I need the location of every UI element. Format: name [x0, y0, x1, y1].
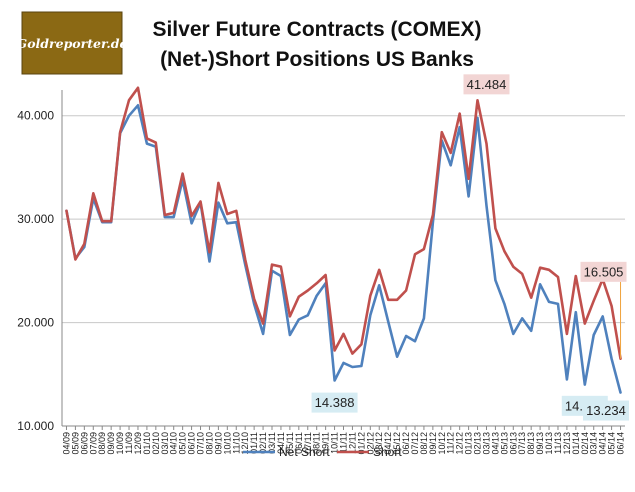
x-tick-label: 11/10	[231, 432, 241, 454]
chart-subtitle: (Net-)Short Positions US Banks	[160, 48, 474, 71]
y-tick-label: 30.000	[17, 212, 54, 226]
x-tick-label: 05/11	[285, 432, 295, 454]
annotation-box-16-505	[580, 261, 627, 282]
x-tick-label: 06/11	[294, 432, 304, 454]
x-tick-label: 09/13	[535, 432, 545, 455]
y-tick-label: 10.000	[17, 419, 54, 433]
x-tick-label: 06/14	[616, 432, 626, 455]
x-tick-label: 10/13	[544, 432, 554, 455]
y-tick-label: 20.000	[17, 316, 54, 330]
legend: Net Short Short	[243, 445, 402, 459]
x-tick-label: 01/11	[249, 432, 259, 454]
x-tick-label: 10/11	[330, 432, 340, 454]
series-line-short	[65, 86, 622, 361]
x-tick-label: 07/10	[196, 432, 206, 455]
x-tick-label: 03/12	[374, 432, 384, 455]
x-tick-label: 08/11	[312, 432, 322, 454]
x-tick-label: 01/13	[464, 432, 474, 455]
x-tick-label: 09/11	[321, 432, 331, 454]
annotation-label-16-505: 16.505	[584, 264, 624, 279]
x-tick-label: 07/12	[410, 432, 420, 455]
x-tick-label: 02/10	[151, 432, 161, 455]
x-tick-label: 10/10	[222, 432, 232, 455]
x-tick-label: 12/12	[455, 432, 465, 455]
x-tick-label: 03/13	[481, 432, 491, 455]
y-axis-ticks: 10.000 20.000 30.000 40.000	[17, 109, 54, 433]
annotation-box-41-484	[463, 74, 510, 95]
series-lines	[65, 86, 622, 394]
x-tick-label: 12/09	[133, 432, 143, 455]
x-tick-label: 02/13	[473, 432, 483, 455]
x-tick-label: 03/11	[267, 432, 277, 454]
x-tick-label: 12/10	[240, 432, 250, 455]
x-tick-label: 06/12	[401, 432, 411, 455]
x-tick-label: 05/10	[178, 432, 188, 455]
x-tick-label: 10/09	[115, 432, 125, 455]
x-tick-label: 05/12	[392, 432, 402, 455]
x-tick-label: 05/09	[70, 432, 80, 455]
x-tick-label: 01/10	[142, 432, 152, 455]
x-tick-label: 02/12	[365, 432, 375, 455]
x-tick-label: 11/12	[446, 432, 456, 454]
legend-label-short: Short	[373, 445, 402, 459]
logo-background	[21, 11, 123, 75]
x-tick-label: 12/11	[347, 432, 357, 454]
x-tick-label: 01/14	[571, 432, 581, 455]
x-tick-label: 07/09	[88, 432, 98, 455]
annotation-label-41-484: 41.484	[467, 77, 507, 92]
annotation-label-14-388: 14.388	[315, 395, 355, 410]
x-tick-label: 05/13	[499, 432, 509, 455]
x-tick-label: 04/09	[61, 432, 71, 455]
x-tick-label: 01/12	[356, 432, 366, 455]
x-tick-label: 05/14	[607, 432, 617, 455]
x-tick-label: 08/09	[97, 432, 107, 455]
x-tick-label: 09/09	[106, 432, 116, 455]
x-tick-label: 08/10	[204, 432, 214, 455]
x-tick-label: 07/13	[517, 432, 527, 455]
chart-title: Silver Future Contracts (COMEX)	[152, 18, 481, 41]
x-axis-ticks: 04/0905/0906/0907/0908/0909/0910/0911/09…	[61, 426, 626, 455]
x-tick-label: 08/12	[419, 432, 429, 455]
gridlines	[62, 115, 625, 427]
x-tick-label: 04/14	[598, 432, 608, 455]
y-tick-label: 40.000	[17, 109, 54, 123]
x-tick-label: 09/10	[213, 432, 223, 455]
annotation-box-13-234	[583, 400, 629, 421]
x-tick-label: 09/12	[428, 432, 438, 455]
x-tick-label: 11/09	[124, 432, 134, 454]
annotation-label-13-234: 13.234	[586, 403, 626, 418]
x-tick-label: 03/14	[589, 432, 599, 455]
x-tick-label: 11/13	[553, 432, 563, 454]
logo-text: Goldreporter.de	[17, 36, 128, 51]
annotation-box-14-388	[311, 392, 358, 413]
legend-label-net-short: Net Short	[279, 445, 330, 459]
x-tick-label: 08/13	[526, 432, 536, 455]
x-tick-label: 04/12	[383, 432, 393, 455]
x-tick-label: 04/11	[276, 432, 286, 454]
x-tick-label: 04/10	[169, 432, 179, 455]
x-tick-label: 12/13	[562, 432, 572, 455]
x-tick-label: 02/11	[258, 432, 268, 454]
series-line-net-short	[65, 104, 622, 394]
x-tick-label: 03/10	[160, 432, 170, 455]
x-tick-label: 07/11	[303, 432, 313, 454]
x-tick-label: 06/09	[79, 432, 89, 455]
goldreporter-logo: Goldreporter.de	[17, 11, 128, 75]
x-tick-label: 10/12	[437, 432, 447, 455]
x-tick-label: 04/13	[490, 432, 500, 455]
x-tick-label: 06/13	[508, 432, 518, 455]
x-tick-label: 02/14	[580, 432, 590, 455]
x-tick-label: 11/11	[339, 432, 349, 453]
x-tick-label: 06/10	[187, 432, 197, 455]
